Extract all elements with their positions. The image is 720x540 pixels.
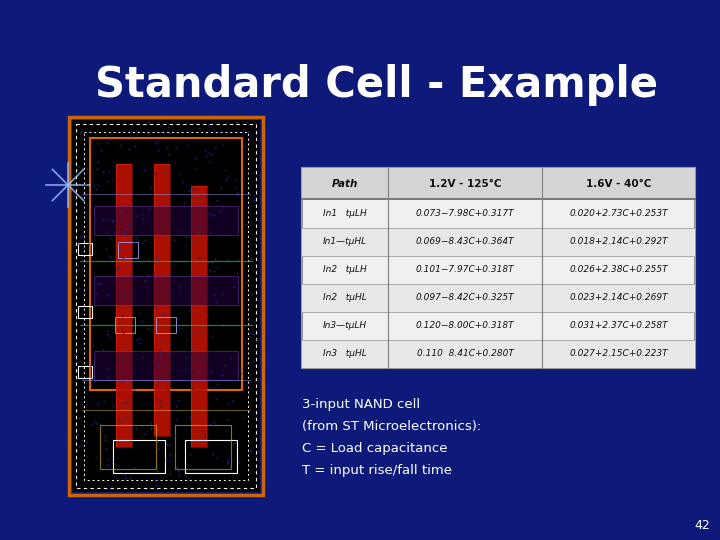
Bar (302, 168, 695, 199)
Text: 0.027+2.15C+0.223T: 0.027+2.15C+0.223T (569, 349, 667, 359)
Text: T = input rise/fall time: T = input rise/fall time (302, 464, 452, 477)
Text: 0.031+2.37C+0.258T: 0.031+2.37C+0.258T (569, 321, 667, 330)
Bar (191, 186, 207, 447)
Bar (100, 425, 156, 469)
Bar (302, 168, 695, 368)
Bar (84, 132, 248, 480)
Text: In1   tμLH: In1 tμLH (323, 209, 367, 218)
Text: 0.101−7.97C+0.318T: 0.101−7.97C+0.318T (415, 265, 514, 274)
Text: In3   tμHL: In3 tμHL (323, 349, 367, 359)
Text: In3—tμLH: In3—tμLH (323, 321, 367, 330)
Text: 0.110  8.41C+0.280T: 0.110 8.41C+0.280T (417, 349, 513, 359)
Text: In1—tμHL: In1—tμHL (323, 237, 367, 246)
Bar (302, 284, 695, 312)
Text: 42: 42 (694, 519, 710, 532)
Text: 0.020+2.73C+0.253T: 0.020+2.73C+0.253T (569, 209, 667, 218)
Text: 1.2V - 125°C: 1.2V - 125°C (429, 179, 501, 188)
Bar (154, 164, 170, 436)
Bar (302, 340, 695, 368)
Text: Path: Path (332, 179, 359, 188)
Bar (94, 206, 238, 234)
Text: 0.069−8.43C+0.364T: 0.069−8.43C+0.364T (415, 237, 514, 246)
Bar (191, 186, 207, 447)
Bar (76, 124, 256, 488)
Text: 0.097−8.42C+0.325T: 0.097−8.42C+0.325T (415, 293, 514, 302)
Bar (154, 164, 170, 436)
Bar (94, 276, 238, 305)
Bar (78, 366, 92, 377)
Bar (116, 164, 132, 447)
Text: 0.073−7.98C+0.317T: 0.073−7.98C+0.317T (415, 209, 514, 218)
Bar (94, 350, 238, 380)
Bar (114, 316, 135, 333)
Bar (176, 425, 231, 469)
Bar (69, 117, 263, 495)
Bar (116, 164, 132, 447)
Bar (72, 120, 260, 492)
Text: C = Load capacitance: C = Load capacitance (302, 442, 448, 455)
Bar (90, 138, 242, 390)
Bar (78, 243, 92, 255)
Text: 3-input NAND cell: 3-input NAND cell (302, 398, 420, 411)
Bar (156, 316, 176, 333)
Text: Standard Cell - Example: Standard Cell - Example (95, 64, 658, 106)
Bar (78, 306, 92, 318)
Text: 0.120−8.00C+0.318T: 0.120−8.00C+0.318T (415, 321, 514, 330)
Bar (113, 440, 166, 473)
Bar (185, 440, 237, 473)
Bar (302, 227, 695, 255)
Text: 0.026+2.38C+0.255T: 0.026+2.38C+0.255T (569, 265, 667, 274)
Text: In2   tμLH: In2 tμLH (323, 265, 367, 274)
Text: 0.018+2.14C+0.292T: 0.018+2.14C+0.292T (569, 237, 667, 246)
Text: (from ST Microelectronics):: (from ST Microelectronics): (302, 420, 481, 433)
Bar (118, 242, 138, 258)
Text: In2   tμHL: In2 tμHL (323, 293, 367, 302)
Text: 0.023+2.14C+0.269T: 0.023+2.14C+0.269T (569, 293, 667, 302)
Text: 1.6V - 40°C: 1.6V - 40°C (585, 179, 651, 188)
